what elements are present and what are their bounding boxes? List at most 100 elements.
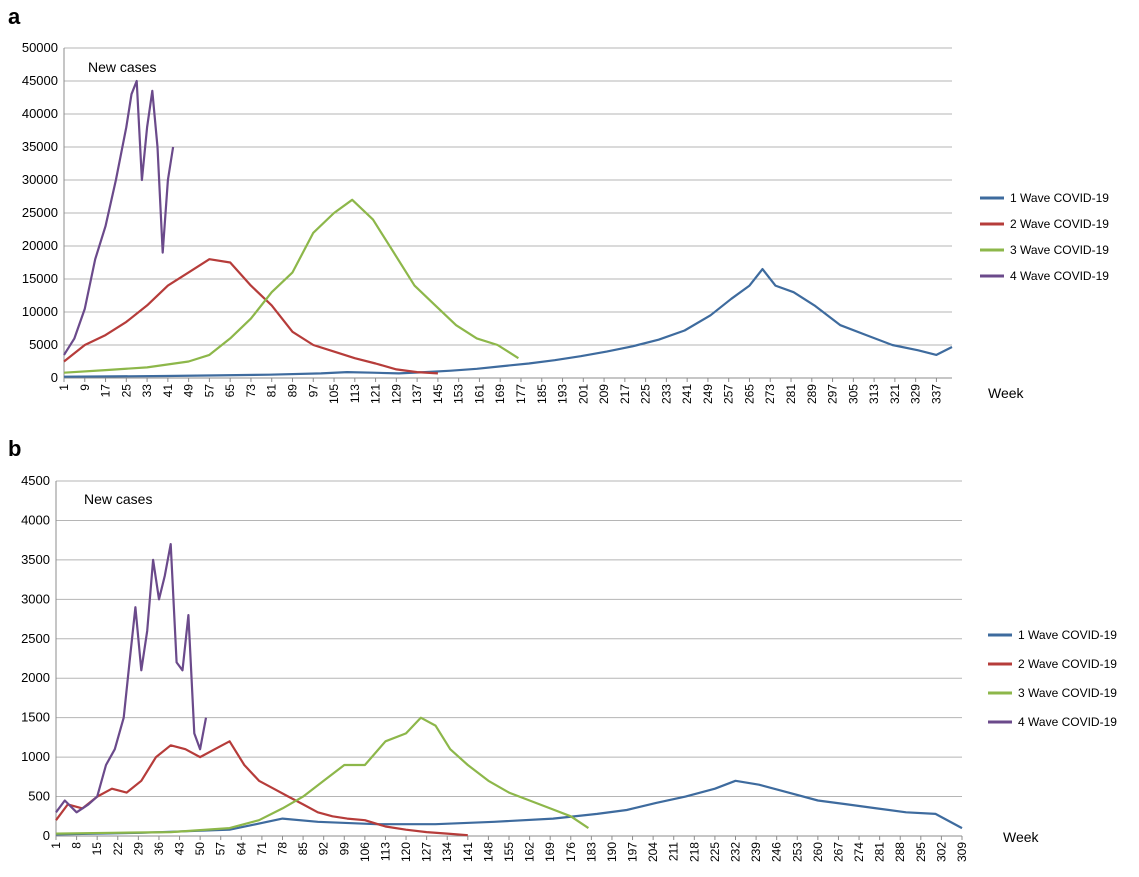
x-tick-label: 218 — [687, 842, 701, 862]
y-tick-label: 3000 — [21, 591, 50, 606]
legend-label-wave-4: 4 Wave COVID-19 — [1018, 715, 1117, 729]
x-tick-label: 249 — [701, 384, 715, 404]
x-tick-label: 57 — [202, 384, 216, 398]
x-tick-label: 17 — [99, 384, 113, 398]
y-tick-label: 0 — [43, 828, 50, 843]
x-tick-label: 85 — [296, 842, 310, 856]
x-axis-label: Week — [1003, 829, 1040, 845]
legend-label-wave-3: 3 Wave COVID-19 — [1018, 686, 1117, 700]
x-tick-label: 239 — [749, 842, 763, 862]
x-tick-label: 33 — [140, 384, 154, 398]
x-tick-label: 92 — [317, 842, 331, 856]
x-tick-label: 225 — [639, 384, 653, 404]
y-tick-label: 4000 — [21, 512, 50, 527]
x-tick-label: 121 — [369, 384, 383, 404]
new-cases-annotation: New cases — [84, 491, 152, 507]
x-tick-label: 113 — [378, 842, 392, 861]
x-tick-label: 41 — [161, 384, 175, 398]
x-tick-label: 169 — [493, 384, 507, 404]
x-tick-label: 99 — [337, 842, 351, 856]
series-line-wave-3 — [55, 716, 590, 835]
x-tick-label: 36 — [152, 842, 166, 856]
x-tick-label: 211 — [667, 842, 681, 861]
x-tick-label: 253 — [790, 842, 804, 862]
x-tick-label: 260 — [811, 842, 825, 862]
x-tick-label: 49 — [182, 384, 196, 398]
x-tick-label: 134 — [440, 842, 454, 862]
x-tick-label: 64 — [234, 842, 248, 856]
x-tick-label: 89 — [285, 384, 299, 398]
x-tick-label: 8 — [70, 842, 84, 849]
legend-label-wave-4: 4 Wave COVID-19 — [1010, 269, 1109, 283]
y-tick-label: 2500 — [21, 631, 50, 646]
series-line-wave-4 — [63, 79, 175, 356]
y-tick-label: 1000 — [21, 749, 50, 764]
x-tick-label: 185 — [535, 384, 549, 404]
y-tick-label: 30000 — [22, 172, 58, 187]
x-tick-label: 313 — [867, 384, 881, 404]
x-tick-label: 148 — [481, 842, 495, 862]
y-tick-label: 3500 — [21, 552, 50, 567]
x-tick-label: 209 — [597, 384, 611, 404]
x-tick-label: 289 — [805, 384, 819, 404]
x-tick-label: 197 — [626, 842, 640, 862]
x-tick-label: 113 — [348, 384, 362, 403]
y-tick-label: 45000 — [22, 73, 58, 88]
y-tick-label: 10000 — [22, 304, 58, 319]
x-tick-label: 295 — [914, 842, 928, 862]
x-tick-label: 183 — [584, 842, 598, 862]
x-tick-label: 169 — [543, 842, 557, 862]
x-tick-label: 15 — [90, 842, 104, 856]
y-tick-label: 1500 — [21, 710, 50, 725]
x-tick-label: 267 — [831, 842, 845, 862]
x-tick-label: 232 — [729, 842, 743, 862]
x-tick-label: 1 — [49, 842, 63, 849]
x-tick-label: 57 — [214, 842, 228, 856]
x-tick-label: 246 — [770, 842, 784, 862]
x-tick-label: 71 — [255, 842, 269, 856]
x-tick-label: 305 — [846, 384, 860, 404]
x-tick-label: 29 — [131, 842, 145, 856]
y-tick-label: 50000 — [22, 40, 58, 55]
x-tick-label: 274 — [852, 842, 866, 862]
x-tick-label: 217 — [618, 384, 632, 404]
x-tick-label: 329 — [909, 384, 923, 404]
x-tick-label: 309 — [955, 842, 969, 862]
x-tick-label: 281 — [784, 384, 798, 404]
y-tick-label: 15000 — [22, 271, 58, 286]
legend-label-wave-3: 3 Wave COVID-19 — [1010, 243, 1109, 257]
x-tick-label: 25 — [119, 384, 133, 398]
x-tick-label: 141 — [461, 842, 475, 862]
x-tick-label: 120 — [399, 842, 413, 862]
legend-label-wave-2: 2 Wave COVID-19 — [1018, 657, 1117, 671]
y-tick-label: 25000 — [22, 205, 58, 220]
x-tick-label: 97 — [306, 384, 320, 398]
x-tick-label: 273 — [763, 384, 777, 404]
panel-a-chart: a 0 5000 10000 15000 20000 25000 30000 35000 4000… — [8, 4, 1109, 404]
x-tick-label: 193 — [556, 384, 570, 404]
series-line-wave-3 — [63, 198, 519, 374]
panel-label: b — [8, 436, 21, 461]
x-tick-label: 65 — [223, 384, 237, 398]
legend-label-wave-1: 1 Wave COVID-19 — [1018, 628, 1117, 642]
y-tick-label: 40000 — [22, 106, 58, 121]
series-line-wave-1 — [55, 779, 963, 836]
x-tick-label: 241 — [680, 384, 694, 404]
x-tick-label: 155 — [502, 842, 516, 862]
x-tick-label: 78 — [276, 842, 290, 856]
x-tick-label: 337 — [929, 384, 943, 404]
x-tick-label: 50 — [193, 842, 207, 856]
x-tick-label: 81 — [265, 384, 279, 398]
legend-label-wave-1: 1 Wave COVID-19 — [1010, 191, 1109, 205]
y-tick-label: 4500 — [21, 473, 50, 488]
x-tick-label: 257 — [722, 384, 736, 404]
x-tick-label: 265 — [742, 384, 756, 404]
x-tick-label: 137 — [410, 384, 424, 404]
x-tick-label: 162 — [523, 842, 537, 862]
x-tick-label: 201 — [576, 384, 590, 404]
y-tick-label: 5000 — [29, 337, 58, 352]
series-line-wave-1 — [63, 268, 953, 378]
x-tick-label: 106 — [358, 842, 372, 862]
x-tick-label: 22 — [111, 842, 125, 856]
